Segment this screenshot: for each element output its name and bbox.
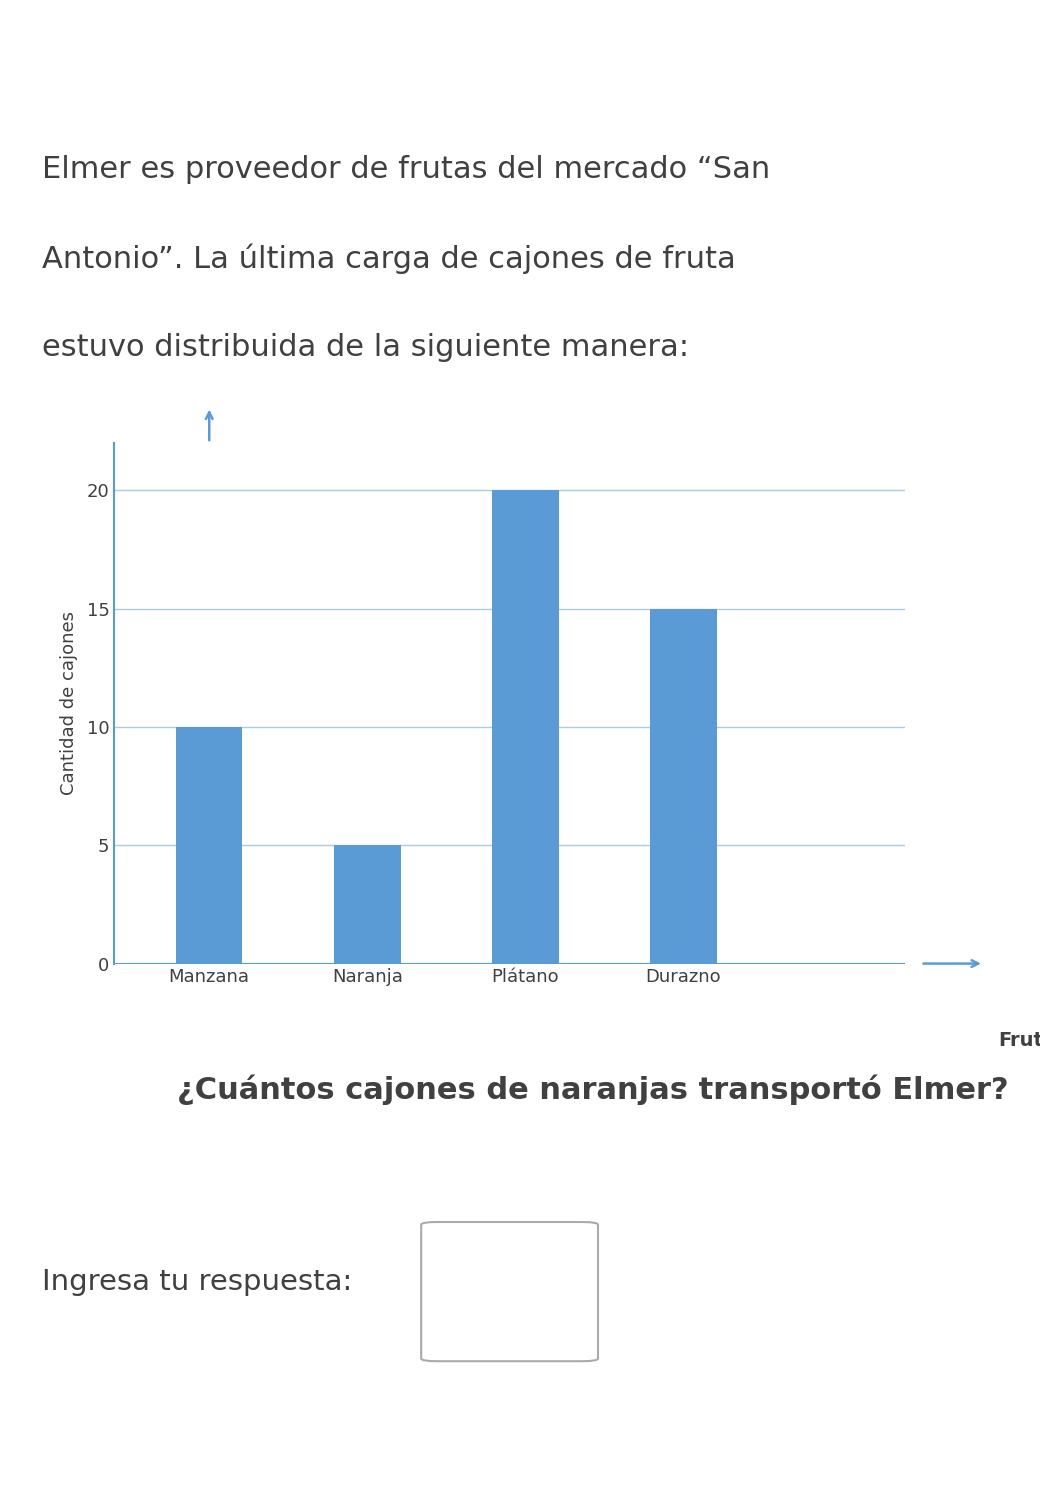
Bar — [176, 727, 242, 964]
Y-axis label: Cantidad de cajones: Cantidad de cajones — [60, 611, 78, 796]
Bar — [650, 608, 717, 964]
Text: Elmer es proveedor de frutas del mercado “San: Elmer es proveedor de frutas del mercado… — [42, 155, 770, 184]
FancyBboxPatch shape — [421, 1222, 598, 1361]
Text: ←  Gráfico de barras: ← Gráfico de barras — [31, 30, 393, 61]
Text: Ingresa tu respuesta:: Ingresa tu respuesta: — [42, 1268, 352, 1295]
Text: Fruta: Fruta — [998, 1032, 1040, 1050]
Text: Antonio”. La última carga de cajones de fruta: Antonio”. La última carga de cajones de … — [42, 244, 735, 275]
Bar — [334, 845, 400, 964]
Text: ¿Cuántos cajones de naranjas transportó Elmer?: ¿Cuántos cajones de naranjas transportó … — [177, 1075, 1009, 1105]
Text: estuvo distribuida de la siguiente manera:: estuvo distribuida de la siguiente maner… — [42, 333, 688, 363]
Bar — [492, 491, 558, 964]
